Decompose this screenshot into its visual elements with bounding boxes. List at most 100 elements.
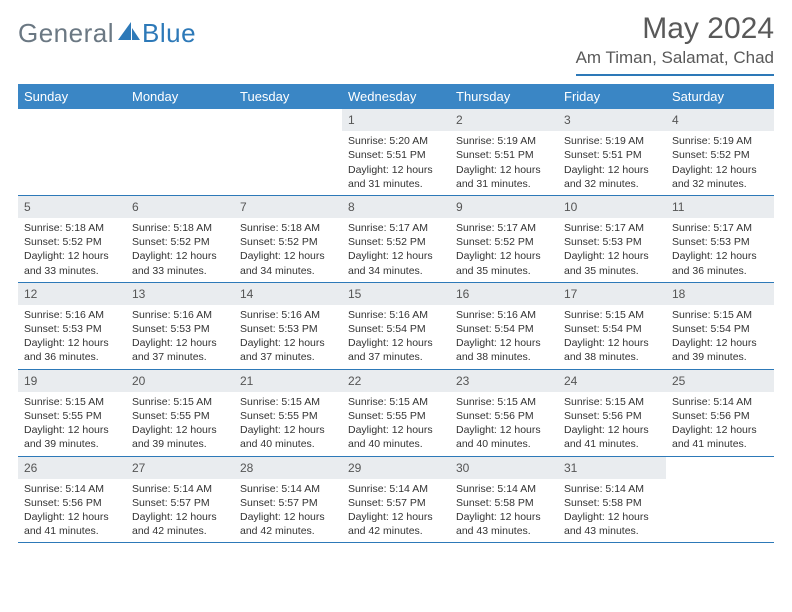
day-number: 30	[450, 457, 558, 479]
day-line-l2: Sunset: 5:58 PM	[456, 496, 552, 510]
day-line-l4: and 39 minutes.	[24, 437, 120, 451]
day-line-l2: Sunset: 5:54 PM	[348, 322, 444, 336]
calendar-day-cell: 5Sunrise: 5:18 AMSunset: 5:52 PMDaylight…	[18, 195, 126, 282]
day-line-l4: and 35 minutes.	[564, 264, 660, 278]
day-number: 12	[18, 283, 126, 305]
calendar-day-cell: 22Sunrise: 5:15 AMSunset: 5:55 PMDayligh…	[342, 369, 450, 456]
day-line-l2: Sunset: 5:56 PM	[564, 409, 660, 423]
calendar-day-cell: 4Sunrise: 5:19 AMSunset: 5:52 PMDaylight…	[666, 109, 774, 195]
calendar-week-row: 19Sunrise: 5:15 AMSunset: 5:55 PMDayligh…	[18, 369, 774, 456]
day-number: 29	[342, 457, 450, 479]
day-line-l1: Sunrise: 5:14 AM	[456, 482, 552, 496]
day-body: Sunrise: 5:15 AMSunset: 5:56 PMDaylight:…	[450, 392, 558, 456]
day-number	[126, 109, 234, 131]
day-line-l4: and 43 minutes.	[564, 524, 660, 538]
day-line-l4: and 42 minutes.	[348, 524, 444, 538]
day-line-l1: Sunrise: 5:17 AM	[564, 221, 660, 235]
day-body: Sunrise: 5:15 AMSunset: 5:55 PMDaylight:…	[126, 392, 234, 456]
day-number: 2	[450, 109, 558, 131]
day-line-l1: Sunrise: 5:18 AM	[24, 221, 120, 235]
brand-part2: Blue	[142, 18, 196, 49]
day-line-l3: Daylight: 12 hours	[132, 510, 228, 524]
calendar-week-row: 5Sunrise: 5:18 AMSunset: 5:52 PMDaylight…	[18, 195, 774, 282]
title-block: May 2024 Am Timan, Salamat, Chad	[576, 12, 774, 76]
calendar-day-cell: 8Sunrise: 5:17 AMSunset: 5:52 PMDaylight…	[342, 195, 450, 282]
calendar-day-cell: 18Sunrise: 5:15 AMSunset: 5:54 PMDayligh…	[666, 282, 774, 369]
day-line-l4: and 36 minutes.	[24, 350, 120, 364]
day-line-l2: Sunset: 5:55 PM	[348, 409, 444, 423]
day-line-l3: Daylight: 12 hours	[24, 249, 120, 263]
day-line-l1: Sunrise: 5:17 AM	[456, 221, 552, 235]
calendar-day-cell: 25Sunrise: 5:14 AMSunset: 5:56 PMDayligh…	[666, 369, 774, 456]
day-line-l4: and 34 minutes.	[240, 264, 336, 278]
location-label: Am Timan, Salamat, Chad	[576, 48, 774, 76]
day-line-l1: Sunrise: 5:14 AM	[24, 482, 120, 496]
calendar-day-cell: 3Sunrise: 5:19 AMSunset: 5:51 PMDaylight…	[558, 109, 666, 195]
day-body: Sunrise: 5:19 AMSunset: 5:52 PMDaylight:…	[666, 131, 774, 195]
day-line-l2: Sunset: 5:57 PM	[132, 496, 228, 510]
day-line-l4: and 41 minutes.	[24, 524, 120, 538]
day-line-l1: Sunrise: 5:14 AM	[348, 482, 444, 496]
day-line-l2: Sunset: 5:51 PM	[456, 148, 552, 162]
day-number: 13	[126, 283, 234, 305]
day-line-l3: Daylight: 12 hours	[132, 423, 228, 437]
calendar-body: 1Sunrise: 5:20 AMSunset: 5:51 PMDaylight…	[18, 109, 774, 543]
day-body: Sunrise: 5:15 AMSunset: 5:56 PMDaylight:…	[558, 392, 666, 456]
calendar-day-cell: 13Sunrise: 5:16 AMSunset: 5:53 PMDayligh…	[126, 282, 234, 369]
day-line-l4: and 34 minutes.	[348, 264, 444, 278]
day-line-l3: Daylight: 12 hours	[24, 510, 120, 524]
day-line-l1: Sunrise: 5:19 AM	[564, 134, 660, 148]
day-number: 8	[342, 196, 450, 218]
weekday-header: Saturday	[666, 84, 774, 109]
weekday-header: Thursday	[450, 84, 558, 109]
day-body: Sunrise: 5:16 AMSunset: 5:54 PMDaylight:…	[450, 305, 558, 369]
day-line-l4: and 37 minutes.	[348, 350, 444, 364]
calendar-day-cell: 16Sunrise: 5:16 AMSunset: 5:54 PMDayligh…	[450, 282, 558, 369]
calendar-day-cell: 20Sunrise: 5:15 AMSunset: 5:55 PMDayligh…	[126, 369, 234, 456]
day-line-l2: Sunset: 5:55 PM	[132, 409, 228, 423]
day-line-l3: Daylight: 12 hours	[456, 510, 552, 524]
day-line-l1: Sunrise: 5:15 AM	[240, 395, 336, 409]
day-body: Sunrise: 5:18 AMSunset: 5:52 PMDaylight:…	[234, 218, 342, 282]
day-line-l1: Sunrise: 5:15 AM	[564, 395, 660, 409]
day-body	[666, 479, 774, 486]
day-line-l1: Sunrise: 5:16 AM	[240, 308, 336, 322]
day-line-l2: Sunset: 5:56 PM	[24, 496, 120, 510]
day-line-l3: Daylight: 12 hours	[456, 163, 552, 177]
day-body: Sunrise: 5:14 AMSunset: 5:58 PMDaylight:…	[558, 479, 666, 543]
day-line-l4: and 36 minutes.	[672, 264, 768, 278]
calendar-day-cell: 17Sunrise: 5:15 AMSunset: 5:54 PMDayligh…	[558, 282, 666, 369]
day-number: 1	[342, 109, 450, 131]
day-line-l4: and 31 minutes.	[348, 177, 444, 191]
day-line-l1: Sunrise: 5:15 AM	[132, 395, 228, 409]
day-line-l2: Sunset: 5:55 PM	[240, 409, 336, 423]
day-number: 9	[450, 196, 558, 218]
day-line-l1: Sunrise: 5:15 AM	[456, 395, 552, 409]
day-number: 20	[126, 370, 234, 392]
day-line-l2: Sunset: 5:52 PM	[240, 235, 336, 249]
day-line-l1: Sunrise: 5:14 AM	[132, 482, 228, 496]
calendar-day-cell	[18, 109, 126, 195]
day-line-l3: Daylight: 12 hours	[348, 510, 444, 524]
day-line-l4: and 37 minutes.	[240, 350, 336, 364]
day-line-l4: and 42 minutes.	[132, 524, 228, 538]
day-number: 10	[558, 196, 666, 218]
day-line-l3: Daylight: 12 hours	[240, 336, 336, 350]
calendar-day-cell: 11Sunrise: 5:17 AMSunset: 5:53 PMDayligh…	[666, 195, 774, 282]
calendar-page: General Blue May 2024 Am Timan, Salamat,…	[0, 0, 792, 543]
day-number: 14	[234, 283, 342, 305]
day-line-l2: Sunset: 5:53 PM	[132, 322, 228, 336]
day-number: 6	[126, 196, 234, 218]
day-line-l3: Daylight: 12 hours	[24, 336, 120, 350]
weekday-header: Wednesday	[342, 84, 450, 109]
day-line-l2: Sunset: 5:51 PM	[564, 148, 660, 162]
day-line-l1: Sunrise: 5:15 AM	[672, 308, 768, 322]
day-body: Sunrise: 5:16 AMSunset: 5:53 PMDaylight:…	[126, 305, 234, 369]
day-line-l2: Sunset: 5:53 PM	[564, 235, 660, 249]
day-body: Sunrise: 5:17 AMSunset: 5:53 PMDaylight:…	[558, 218, 666, 282]
day-line-l2: Sunset: 5:52 PM	[348, 235, 444, 249]
day-line-l1: Sunrise: 5:14 AM	[240, 482, 336, 496]
day-number: 18	[666, 283, 774, 305]
day-line-l3: Daylight: 12 hours	[132, 336, 228, 350]
day-line-l3: Daylight: 12 hours	[456, 423, 552, 437]
